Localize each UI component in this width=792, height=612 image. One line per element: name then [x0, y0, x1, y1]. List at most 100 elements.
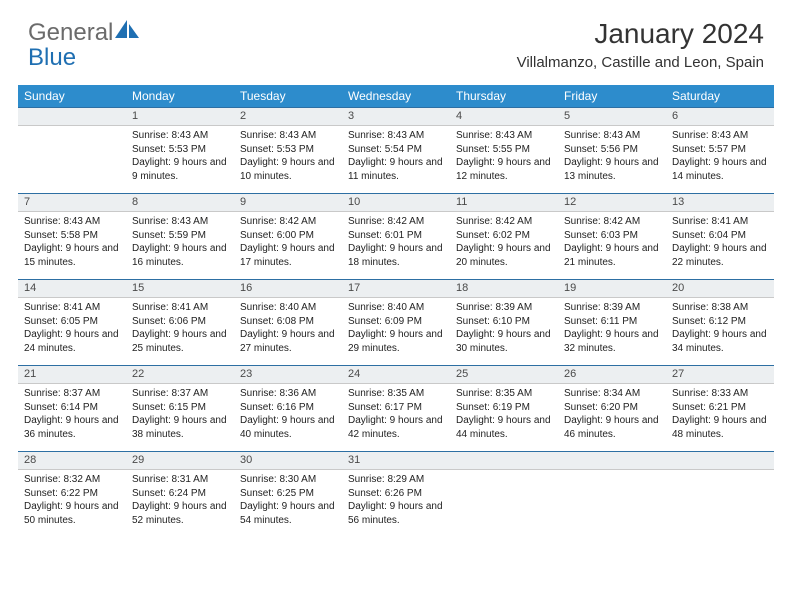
day-content-cell: Sunrise: 8:31 AMSunset: 6:24 PMDaylight:…	[126, 470, 234, 538]
day-content-row: Sunrise: 8:32 AMSunset: 6:22 PMDaylight:…	[18, 470, 774, 538]
day-content-row: Sunrise: 8:43 AM Sunset: 5:58 PM Daylight:…	[18, 212, 774, 280]
daylight-line: Daylight: 9 hours and 24 minutes.	[24, 328, 120, 355]
sunrise-line: Sunrise: 8:37 AM	[132, 387, 228, 401]
day-content-cell: Sunrise: 8:43 AMSunset: 5:53 PMDaylight:…	[234, 126, 342, 194]
day-number-cell: 9	[234, 194, 342, 212]
weekday-header: Tuesday	[234, 85, 342, 108]
month-title: January 2024	[517, 18, 764, 50]
sunrise-line: Sunrise: 8:42 AM	[564, 215, 660, 229]
sunset-line: Sunset: 5:53 PM	[240, 143, 336, 157]
day-content-cell	[18, 126, 126, 194]
sunset-line: Sunset: 6:17 PM	[348, 401, 444, 415]
sunrise-line: Sunrise: 8:35 AM	[456, 387, 552, 401]
daylight-line: Daylight: 9 hours and 21 minutes.	[564, 242, 660, 269]
daylight-line: Daylight: 9 hours and 22 minutes.	[672, 242, 768, 269]
daylight-line: Daylight: 9 hours and 12 minutes.	[456, 156, 552, 183]
logo-line1: General	[28, 19, 113, 46]
sunrise-line: Sunrise: 8:43 AM	[348, 129, 444, 143]
weekday-header: Wednesday	[342, 85, 450, 108]
logo-line2: Blue	[28, 44, 76, 71]
calendar-table: SundayMondayTuesdayWednesdayThursdayFrid…	[18, 85, 774, 537]
sunset-line: Sunset: 6:03 PM	[564, 229, 660, 243]
daylight-line: Daylight: 9 hours and 46 minutes.	[564, 414, 660, 441]
day-content-row: Sunrise: 8:41 AMSunset: 6:05 PMDaylight:…	[18, 298, 774, 366]
day-number-cell: 27	[666, 366, 774, 384]
day-number-cell: 4	[450, 108, 558, 126]
daylight-line: Daylight: 9 hours and 50 minutes.	[24, 500, 120, 527]
day-content-cell: Sunrise: 8:43 AMSunset: 5:55 PMDaylight:…	[450, 126, 558, 194]
day-content-cell: Sunrise: 8:39 AMSunset: 6:10 PMDaylight:…	[450, 298, 558, 366]
sunrise-line: Sunrise: 8:43 AM	[564, 129, 660, 143]
daylight-line: Daylight: 9 hours and 34 minutes.	[672, 328, 768, 355]
daylight-line: Daylight: 9 hours and 27 minutes.	[240, 328, 336, 355]
day-number-cell: 6	[666, 108, 774, 126]
sunset-line: Sunset: 6:25 PM	[240, 487, 336, 501]
sunrise-line: Sunrise: 8:38 AM	[672, 301, 768, 315]
daylight-line: Daylight: 9 hours and 25 minutes.	[132, 328, 228, 355]
day-content-cell: Sunrise: 8:42 AMSunset: 6:02 PMDaylight:…	[450, 212, 558, 280]
sunset-line: Sunset: 5:57 PM	[672, 143, 768, 157]
day-number-cell: 11	[450, 194, 558, 212]
daylight-line: Daylight: 9 hours and 18 minutes.	[348, 242, 444, 269]
weekday-header: Monday	[126, 85, 234, 108]
logo-sail-icon	[113, 18, 141, 40]
sunset-line: Sunset: 5:55 PM	[456, 143, 552, 157]
sunset-line: Sunset: 6:05 PM	[24, 315, 120, 329]
day-number-cell: 5	[558, 108, 666, 126]
sunrise-line: Sunrise: 8:33 AM	[672, 387, 768, 401]
day-content-cell: Sunrise: 8:42 AMSunset: 6:01 PMDaylight:…	[342, 212, 450, 280]
daylight-line: Daylight: 9 hours and 11 minutes.	[348, 156, 444, 183]
sunrise-line: Sunrise: 8:31 AM	[132, 473, 228, 487]
day-number-cell	[666, 452, 774, 470]
sunrise-line: Sunrise: 8:42 AM	[456, 215, 552, 229]
day-number-cell: 1	[126, 108, 234, 126]
sunset-line: Sunset: 6:02 PM	[456, 229, 552, 243]
day-content-cell: Sunrise: 8:34 AMSunset: 6:20 PMDaylight:…	[558, 384, 666, 452]
day-number-cell: 29	[126, 452, 234, 470]
sunset-line: Sunset: 6:21 PM	[672, 401, 768, 415]
sunset-line: Sunset: 5:53 PM	[132, 143, 228, 157]
day-content-cell: Sunrise: 8:42 AMSunset: 6:03 PMDaylight:…	[558, 212, 666, 280]
day-content-cell	[558, 470, 666, 538]
logo-text: General Blue	[28, 18, 141, 70]
day-content-cell: Sunrise: 8:33 AMSunset: 6:21 PMDaylight:…	[666, 384, 774, 452]
day-content-cell: Sunrise: 8:43 AMSunset: 5:53 PMDaylight:…	[126, 126, 234, 194]
day-number-cell: 16	[234, 280, 342, 298]
sunset-line: Sunset: 5:54 PM	[348, 143, 444, 157]
day-content-cell: Sunrise: 8:36 AMSunset: 6:16 PMDaylight:…	[234, 384, 342, 452]
day-content-cell: Sunrise: 8:41 AMSunset: 6:05 PMDaylight:…	[18, 298, 126, 366]
daylight-line: Daylight: 9 hours and 42 minutes.	[348, 414, 444, 441]
daylight-line: Daylight: 9 hours and 9 minutes.	[132, 156, 228, 183]
sunrise-line: Sunrise: 8:43 AM	[672, 129, 768, 143]
day-content-cell: Sunrise: 8:38 AMSunset: 6:12 PMDaylight:…	[666, 298, 774, 366]
day-content-cell: Sunrise: 8:40 AMSunset: 6:08 PMDaylight:…	[234, 298, 342, 366]
daylight-line: Daylight: 9 hours and 30 minutes.	[456, 328, 552, 355]
daylight-line: Daylight: 9 hours and 40 minutes.	[240, 414, 336, 441]
sunset-line: Sunset: 6:11 PM	[564, 315, 660, 329]
sunset-line: Sunset: 5:58 PM	[24, 229, 120, 243]
daylight-line: Daylight: 9 hours and 29 minutes.	[348, 328, 444, 355]
calendar-body: 123456Sunrise: 8:43 AMSunset: 5:53 PMDay…	[18, 108, 774, 538]
day-content-cell: Sunrise: 8:35 AMSunset: 6:17 PMDaylight:…	[342, 384, 450, 452]
day-number-row: 78910111213	[18, 194, 774, 212]
daylight-line: Daylight: 9 hours and 20 minutes.	[456, 242, 552, 269]
day-number-row: 28293031	[18, 452, 774, 470]
day-content-row: Sunrise: 8:43 AMSunset: 5:53 PMDaylight:…	[18, 126, 774, 194]
sunset-line: Sunset: 6:14 PM	[24, 401, 120, 415]
sunset-line: Sunset: 6:24 PM	[132, 487, 228, 501]
sunrise-line: Sunrise: 8:43 AM	[456, 129, 552, 143]
day-content-cell: Sunrise: 8:40 AMSunset: 6:09 PMDaylight:…	[342, 298, 450, 366]
sunrise-line: Sunrise: 8:43 AM	[132, 215, 228, 229]
logo: General Blue	[28, 18, 141, 70]
day-content-cell	[450, 470, 558, 538]
day-number-cell: 8	[126, 194, 234, 212]
sunrise-line: Sunrise: 8:35 AM	[348, 387, 444, 401]
sunset-line: Sunset: 5:56 PM	[564, 143, 660, 157]
weekday-header: Saturday	[666, 85, 774, 108]
sunrise-line: Sunrise: 8:36 AM	[240, 387, 336, 401]
day-content-cell: Sunrise: 8:29 AMSunset: 6:26 PMDaylight:…	[342, 470, 450, 538]
header: General Blue January 2024 Villalmanzo, C…	[0, 0, 792, 77]
day-content-cell: Sunrise: 8:35 AMSunset: 6:19 PMDaylight:…	[450, 384, 558, 452]
sunset-line: Sunset: 6:00 PM	[240, 229, 336, 243]
day-content-cell: Sunrise: 8:30 AMSunset: 6:25 PMDaylight:…	[234, 470, 342, 538]
